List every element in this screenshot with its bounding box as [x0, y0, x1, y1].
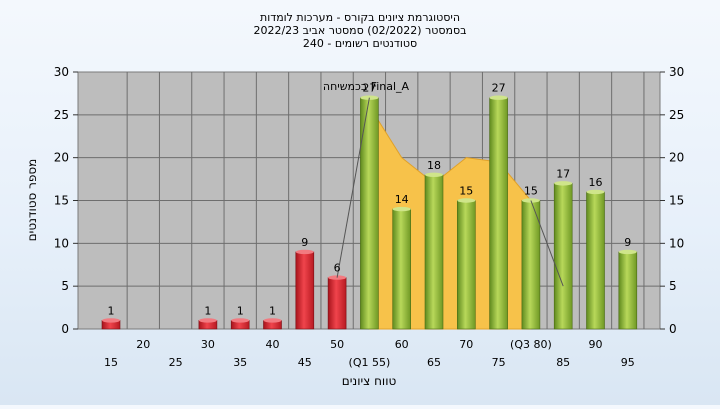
bar [327, 277, 347, 330]
x-axis-title: טווח ציונים [342, 374, 397, 388]
data-label: 9 [301, 236, 308, 249]
data-label: 1 [204, 304, 211, 317]
y-tick-label-left: 15 [54, 194, 69, 208]
title-line-3: 240 - סטודנטים רשומים [303, 37, 417, 50]
y-tick-label-right: 10 [669, 236, 684, 250]
y-axis-right: 0 5 10 15 20 25 30 [660, 65, 684, 336]
y-tick-label-left: 20 [54, 151, 69, 165]
x-tick-label: 65 [427, 356, 441, 369]
y-tick-label-right: 30 [669, 65, 684, 79]
y-tick-label-right: 0 [669, 322, 677, 336]
data-label: 1 [108, 304, 115, 317]
x-tick-label: 35 [233, 356, 247, 369]
connector-line [530, 200, 564, 287]
data-label: 9 [624, 236, 631, 249]
data-labels: 1 1 1 1 9 6 27 14 18 15 27 15 17 16 9 [108, 82, 632, 318]
bar [392, 208, 412, 330]
x-tick-label: 85 [556, 356, 570, 369]
y-tick-label-left: 0 [61, 322, 69, 336]
bar [618, 251, 638, 330]
x-tick-label: (Q3 80) [510, 338, 552, 351]
connector-lines [336, 97, 564, 287]
y-tick-label-left: 10 [54, 236, 69, 250]
bar-cap [295, 249, 314, 255]
x-tick-label: 45 [298, 356, 312, 369]
data-label: 27 [362, 82, 376, 95]
x-tick-label: 20 [136, 338, 150, 351]
bar [553, 183, 573, 330]
bar [295, 251, 315, 330]
y-tick-label-right: 5 [669, 279, 677, 293]
bar [586, 191, 605, 330]
y-tick-label-right: 15 [669, 194, 684, 208]
data-label: 6 [334, 262, 341, 275]
title-line-2: בסמסטר (02/2022) סמסטר אביב 2022/23 [253, 24, 466, 37]
data-label: 15 [524, 185, 538, 198]
bars [101, 95, 638, 330]
bar [456, 200, 476, 330]
area-series-annotation: בכמשיחה Final_A [323, 80, 410, 93]
bar [424, 174, 444, 330]
bar-cap [392, 206, 411, 212]
y-axis-title: מספר סטודנטים [25, 159, 39, 242]
bar-cap [425, 172, 443, 177]
bar-cap [618, 249, 637, 255]
data-label: 18 [427, 159, 441, 172]
bar-cap [102, 318, 120, 323]
data-label: 17 [556, 167, 570, 180]
data-label: 14 [395, 193, 409, 206]
x-tick-label: 30 [201, 338, 215, 351]
bar-cap [586, 189, 605, 195]
data-label: 1 [237, 304, 244, 317]
x-tick-label: 90 [589, 338, 603, 351]
x-tick-label: 15 [104, 356, 118, 369]
bar [521, 200, 541, 330]
title-line-1: היסטוגרמת ציונים בקורס - מערכות לומדות [260, 11, 460, 24]
x-tick-label: (Q1 55) [349, 356, 391, 369]
bar [489, 97, 508, 330]
bar-cap [457, 198, 476, 203]
y-axis-left: 0 5 10 15 20 25 30 [54, 65, 78, 336]
y-tick-label-right: 20 [669, 151, 684, 165]
bar-cap [231, 318, 250, 323]
data-label: 1 [269, 304, 276, 317]
x-axis: 15 20 25 30 35 40 45 50 (Q1 55) 60 65 70 75 (Q3 80) 85… [104, 338, 635, 369]
x-tick-label: 70 [459, 338, 473, 351]
y-tick-label-right: 25 [669, 108, 684, 122]
bar-cap [489, 95, 508, 100]
bar-cap [263, 318, 282, 323]
x-tick-label: 60 [395, 338, 409, 351]
data-label: 15 [459, 185, 473, 198]
y-tick-label-left: 5 [61, 279, 69, 293]
x-tick-label: 75 [492, 356, 506, 369]
x-tick-label: 25 [169, 356, 183, 369]
bar-cap [198, 318, 217, 323]
data-label: 27 [492, 82, 506, 95]
x-tick-label: 95 [621, 356, 635, 369]
y-tick-label-left: 25 [54, 108, 69, 122]
y-tick-label-left: 30 [54, 65, 69, 79]
chart-title: היסטוגרמת ציונים בקורס - מערכות לומדות ב… [253, 11, 466, 50]
x-tick-label: 40 [266, 338, 280, 351]
bar-cap [554, 181, 573, 186]
data-label: 16 [589, 176, 603, 189]
connector-line [336, 97, 370, 278]
x-tick-label: 50 [330, 338, 344, 351]
